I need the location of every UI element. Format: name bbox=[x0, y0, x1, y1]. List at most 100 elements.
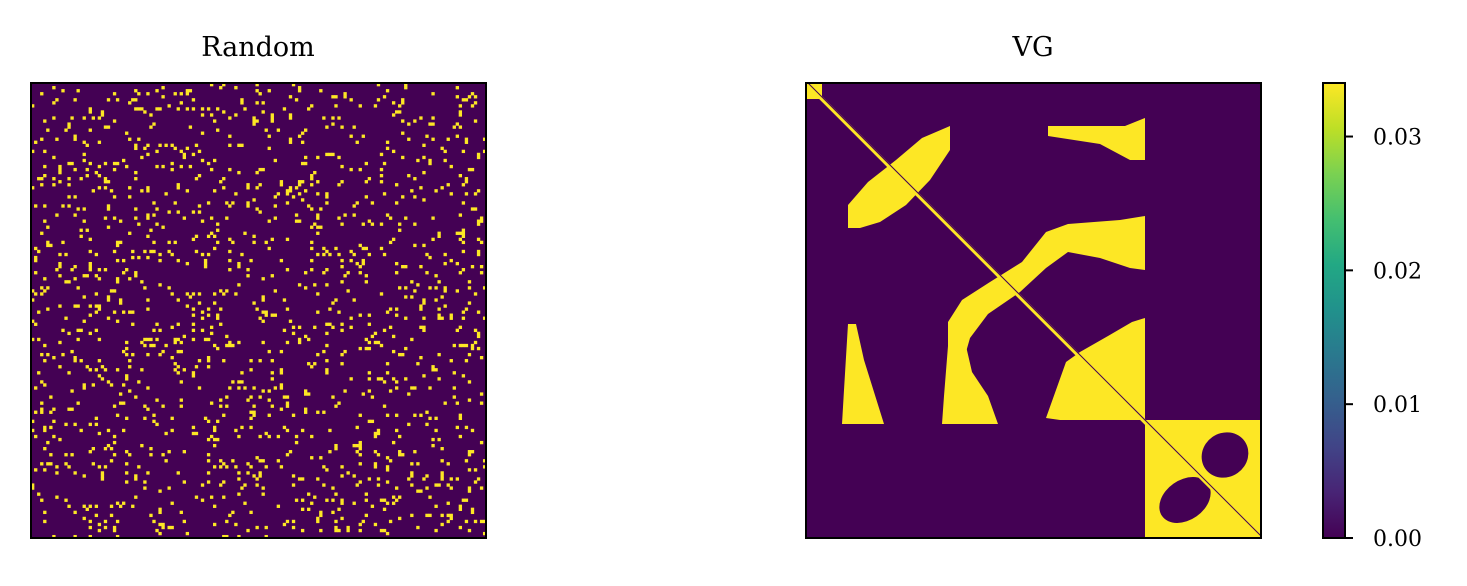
heatmap-cell bbox=[316, 213, 320, 217]
heatmap-cell bbox=[243, 501, 247, 505]
heatmap-cell bbox=[385, 89, 390, 93]
heatmap-cell bbox=[118, 298, 123, 302]
heatmap-cell bbox=[191, 337, 196, 342]
heatmap-cell bbox=[297, 477, 302, 481]
heatmap-cell bbox=[467, 528, 472, 533]
heatmap-cell bbox=[273, 289, 277, 293]
heatmap-cell bbox=[128, 277, 132, 281]
heatmap-cell bbox=[340, 180, 344, 184]
heatmap-cell bbox=[470, 104, 475, 108]
heatmap-cell bbox=[73, 213, 77, 217]
heatmap-cell bbox=[67, 331, 71, 336]
heatmap-cell bbox=[267, 349, 271, 354]
heatmap-cell bbox=[252, 234, 256, 238]
heatmap-cell bbox=[413, 413, 417, 417]
heatmap-cell bbox=[443, 252, 447, 257]
heatmap-cell bbox=[431, 116, 435, 120]
heatmap-cell bbox=[161, 349, 165, 354]
heatmap-cell bbox=[379, 498, 384, 502]
heatmap-cell bbox=[213, 522, 217, 527]
heatmap-cell bbox=[261, 295, 265, 299]
heatmap-cell bbox=[206, 107, 211, 111]
heatmap-cell bbox=[55, 213, 59, 217]
heatmap-cell bbox=[340, 222, 344, 226]
heatmap-cell bbox=[385, 501, 390, 505]
heatmap-cell bbox=[115, 161, 120, 166]
heatmap-cell bbox=[243, 386, 247, 390]
heatmap-cell bbox=[310, 177, 314, 181]
heatmap-cell bbox=[325, 249, 329, 254]
heatmap-cell bbox=[131, 352, 135, 357]
heatmap-cell bbox=[446, 513, 450, 518]
heatmap-cell bbox=[197, 149, 202, 154]
heatmap-cell bbox=[431, 365, 435, 369]
heatmap-cell bbox=[152, 519, 156, 524]
heatmap-cell bbox=[146, 471, 150, 475]
heatmap-cell bbox=[146, 189, 150, 193]
heatmap-cell bbox=[401, 119, 405, 123]
heatmap-cell bbox=[112, 249, 117, 254]
heatmap-cell bbox=[34, 386, 38, 390]
heatmap-cell bbox=[146, 213, 150, 217]
heatmap-cell bbox=[452, 343, 456, 348]
heatmap-cell bbox=[343, 95, 347, 99]
heatmap-cell bbox=[252, 404, 256, 408]
heatmap-cell bbox=[285, 453, 290, 457]
heatmap-cell bbox=[349, 325, 353, 329]
heatmap-cell bbox=[228, 167, 232, 172]
heatmap-cell bbox=[225, 201, 229, 205]
heatmap-cell bbox=[249, 510, 253, 515]
heatmap-cell bbox=[200, 498, 205, 502]
heatmap-cell bbox=[134, 395, 138, 399]
heatmap-cell bbox=[234, 522, 238, 527]
heatmap-cell bbox=[273, 216, 277, 220]
heatmap-cell bbox=[37, 371, 41, 375]
heatmap-cell bbox=[203, 265, 208, 269]
heatmap-cell bbox=[170, 356, 174, 360]
heatmap-cell bbox=[34, 434, 38, 439]
heatmap-cell bbox=[213, 425, 217, 430]
heatmap-cell bbox=[297, 337, 302, 342]
heatmap-cell bbox=[385, 456, 390, 460]
heatmap-cell bbox=[297, 283, 302, 287]
heatmap-cell bbox=[297, 134, 302, 138]
heatmap-cell bbox=[352, 298, 356, 302]
heatmap-cell bbox=[343, 349, 347, 354]
heatmap-cell bbox=[61, 89, 65, 93]
heatmap-cell bbox=[470, 450, 475, 454]
heatmap-cell bbox=[222, 413, 226, 417]
heatmap-cell bbox=[461, 249, 466, 254]
heatmap-cell bbox=[97, 465, 102, 469]
heatmap-cell bbox=[103, 465, 108, 469]
heatmap-cell bbox=[112, 440, 117, 445]
heatmap-cell bbox=[206, 252, 211, 257]
heatmap-cell bbox=[176, 371, 180, 375]
heatmap-cell bbox=[346, 525, 350, 530]
heatmap-cell bbox=[267, 434, 271, 439]
heatmap-cell bbox=[103, 216, 108, 220]
heatmap-cell bbox=[43, 219, 47, 223]
heatmap-cell bbox=[158, 328, 162, 333]
heatmap-cell bbox=[213, 443, 217, 448]
heatmap-cell bbox=[76, 89, 80, 93]
heatmap-cell bbox=[179, 149, 183, 154]
heatmap-cell bbox=[252, 198, 256, 202]
heatmap-cell bbox=[88, 422, 92, 427]
heatmap-cell bbox=[200, 219, 205, 223]
heatmap-cell bbox=[97, 277, 102, 281]
heatmap-cell bbox=[46, 243, 50, 248]
colorbar-ticks: 0.000.010.020.03 bbox=[1345, 126, 1422, 552]
heatmap-cell bbox=[109, 504, 114, 508]
heatmap-cell bbox=[358, 528, 362, 533]
heatmap-cell bbox=[434, 286, 438, 290]
heatmap-cell bbox=[97, 164, 102, 169]
heatmap-cell bbox=[61, 204, 65, 208]
heatmap-cell bbox=[82, 319, 86, 323]
heatmap-cell bbox=[458, 271, 463, 275]
heatmap-cell bbox=[382, 528, 387, 533]
heatmap-cell bbox=[243, 231, 247, 235]
heatmap-cell bbox=[249, 368, 253, 372]
heatmap-cell bbox=[349, 167, 353, 172]
heatmap-cell bbox=[246, 204, 250, 208]
heatmap-cell bbox=[367, 371, 372, 375]
